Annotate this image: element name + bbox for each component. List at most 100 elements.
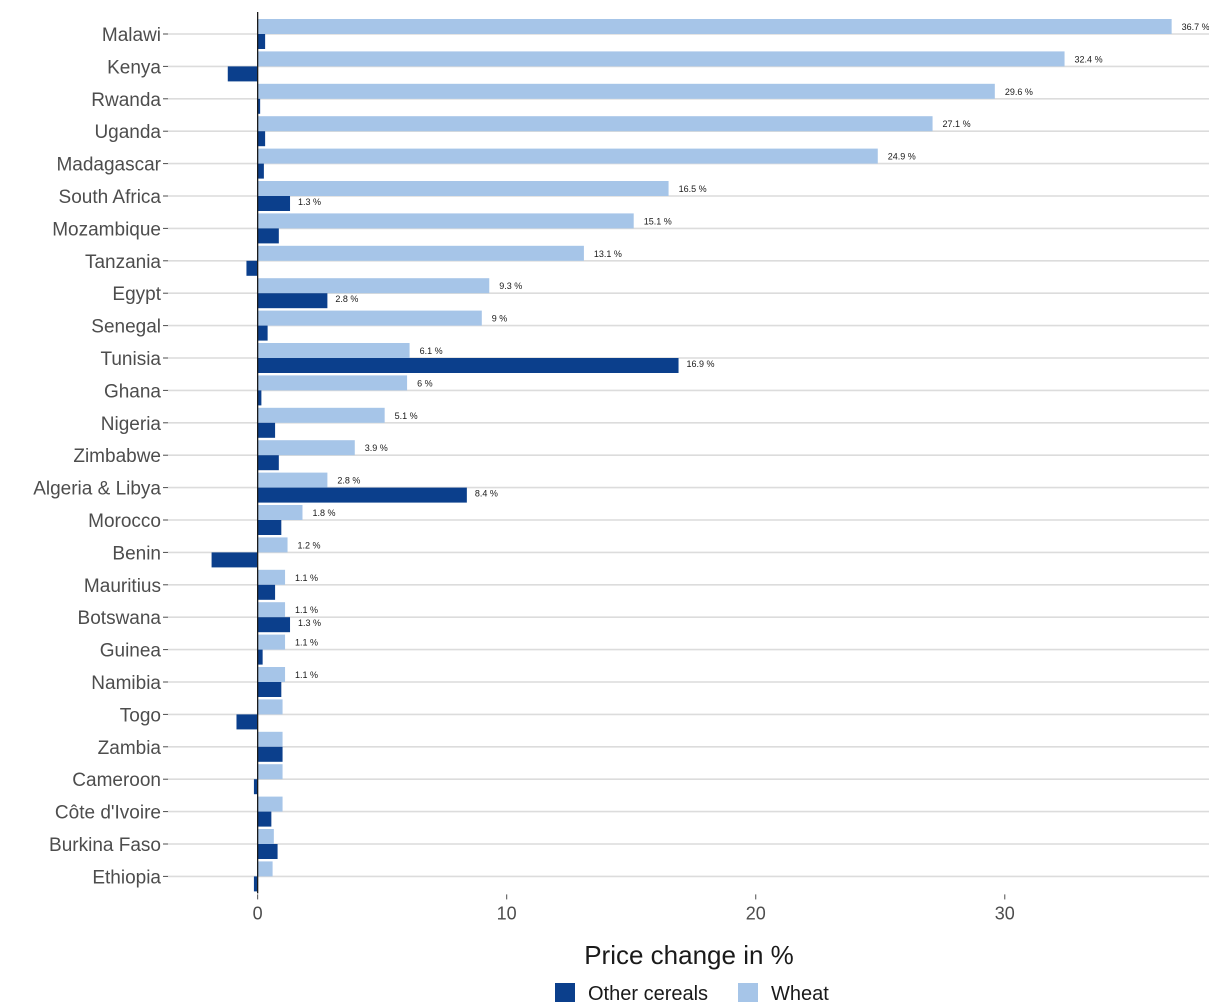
bar-other-cereals-south-africa — [257, 196, 291, 211]
x-axis: 0 10 20 30 — [253, 894, 1015, 923]
category-label-benin: Benin — [112, 543, 161, 564]
bar-other-cereals-tanzania — [246, 260, 258, 276]
bar-wheat-mozambique — [257, 213, 634, 229]
data-label-wheat-tunisia: 6.1 % — [420, 346, 443, 356]
data-label-other-cereals-botswana: 1.3 % — [298, 618, 321, 628]
legend-label-other-cereals: Other cereals — [588, 983, 708, 1002]
bar-other-cereals-mauritius — [257, 584, 276, 600]
data-label-wheat-algeria-libya: 2.8 % — [337, 476, 360, 486]
data-label-wheat-guinea: 1.1 % — [295, 638, 318, 648]
category-label-namibia: Namibia — [91, 673, 161, 694]
bar-wheat-togo — [257, 699, 283, 715]
category-label-botswana: Botswana — [78, 608, 162, 629]
category-label-guinea: Guinea — [100, 641, 162, 662]
legend: Other cereals Wheat — [555, 983, 829, 1002]
data-label-wheat-benin: 1.2 % — [298, 540, 321, 550]
category-label-togo: Togo — [120, 705, 161, 726]
bar-other-cereals-rwanda — [257, 98, 261, 114]
bar-wheat-senegal — [257, 310, 482, 326]
x-tick-label-30: 30 — [995, 903, 1015, 923]
category-label-ghana: Ghana — [104, 381, 161, 402]
bar-wheat-botswana — [257, 602, 286, 618]
bar-wheat-malawi — [257, 19, 1172, 34]
bar-wheat-kenya — [257, 51, 1065, 67]
bar-other-cereals-ghana — [257, 390, 262, 406]
bar-wheat-namibia — [257, 667, 286, 682]
category-label-uganda: Uganda — [94, 122, 161, 143]
bar-wheat-burkina-faso — [257, 829, 274, 844]
data-label-wheat-nigeria: 5.1 % — [395, 411, 418, 421]
bar-wheat-south-africa — [257, 181, 669, 196]
category-label-c-te-d-ivoire: Côte d'Ivoire — [55, 803, 161, 824]
data-label-other-cereals-south-africa: 1.3 % — [298, 197, 321, 207]
data-label-wheat-kenya: 32.4 % — [1075, 54, 1103, 64]
bar-other-cereals-algeria-libya — [257, 487, 467, 503]
data-label-wheat-ghana: 6 % — [417, 378, 433, 388]
bar-other-cereals-nigeria — [257, 422, 276, 438]
category-label-kenya: Kenya — [107, 57, 161, 78]
data-label-wheat-namibia: 1.1 % — [295, 670, 318, 680]
bar-wheat-madagascar — [257, 148, 878, 164]
bar-other-cereals-madagascar — [257, 163, 264, 179]
bar-wheat-tunisia — [257, 343, 410, 358]
category-label-algeria-libya: Algeria & Libya — [33, 479, 161, 500]
bar-other-cereals-guinea — [257, 649, 263, 665]
category-label-nigeria: Nigeria — [101, 414, 162, 435]
data-label-wheat-mozambique: 15.1 % — [644, 216, 672, 226]
bar-other-cereals-togo — [236, 714, 258, 730]
bar-wheat-cameroon — [257, 764, 283, 780]
bar-other-cereals-ethiopia — [253, 876, 258, 892]
data-label-wheat-zimbabwe: 3.9 % — [365, 443, 388, 453]
bar-other-cereals-uganda — [257, 131, 266, 147]
category-label-zambia: Zambia — [98, 738, 162, 759]
bar-other-cereals-cameroon — [253, 779, 258, 795]
category-label-burkina-faso: Burkina Faso — [49, 835, 161, 856]
category-label-rwanda: Rwanda — [91, 90, 161, 111]
category-label-tanzania: Tanzania — [85, 252, 161, 273]
bar-other-cereals-c-te-d-ivoire — [257, 811, 272, 827]
bar-wheat-algeria-libya — [257, 472, 328, 488]
data-label-wheat-senegal: 9 % — [492, 314, 508, 324]
bar-other-cereals-namibia — [257, 682, 282, 697]
bar-other-cereals-senegal — [257, 325, 268, 341]
bar-wheat-nigeria — [257, 407, 385, 423]
x-tick-label-20: 20 — [746, 903, 766, 923]
bar-wheat-rwanda — [257, 83, 995, 99]
bar-other-cereals-burkina-faso — [257, 844, 278, 859]
data-label-other-cereals-tunisia: 16.9 % — [687, 359, 715, 369]
data-label-wheat-egypt: 9.3 % — [499, 281, 522, 291]
category-label-senegal: Senegal — [91, 317, 161, 338]
bar-wheat-ethiopia — [257, 861, 273, 877]
bar-other-cereals-zambia — [257, 746, 283, 762]
bar-wheat-guinea — [257, 634, 286, 650]
bar-wheat-morocco — [257, 505, 303, 520]
bar-wheat-uganda — [257, 116, 933, 132]
bar-other-cereals-morocco — [257, 520, 282, 535]
bar-other-cereals-benin — [211, 552, 258, 568]
data-label-other-cereals-egypt: 2.8 % — [335, 294, 358, 304]
bar-other-cereals-kenya — [227, 66, 258, 82]
bar-wheat-c-te-d-ivoire — [257, 796, 283, 812]
bar-wheat-zimbabwe — [257, 440, 355, 456]
bar-wheat-tanzania — [257, 245, 584, 261]
legend-label-wheat: Wheat — [771, 983, 829, 1002]
x-tick-label-10: 10 — [497, 903, 517, 923]
bar-wheat-ghana — [257, 375, 408, 391]
bar-wheat-zambia — [257, 731, 283, 747]
category-label-zimbabwe: Zimbabwe — [73, 446, 161, 467]
bar-other-cereals-malawi — [257, 34, 266, 49]
category-label-south-africa: South Africa — [59, 187, 162, 208]
data-label-wheat-malawi: 36.7 % — [1182, 22, 1209, 32]
data-label-wheat-mauritius: 1.1 % — [295, 573, 318, 583]
y-axis: Malawi Kenya Rwanda Uganda Madagascar South A… — [33, 25, 168, 888]
category-label-egypt: Egypt — [112, 284, 161, 305]
bar-other-cereals-zimbabwe — [257, 455, 279, 471]
category-label-cameroon: Cameroon — [72, 770, 161, 791]
bar-other-cereals-mozambique — [257, 228, 279, 244]
data-label-wheat-rwanda: 29.6 % — [1005, 87, 1033, 97]
bar-other-cereals-egypt — [257, 293, 328, 309]
data-label-wheat-morocco: 1.8 % — [312, 508, 335, 518]
category-label-madagascar: Madagascar — [56, 155, 161, 176]
category-label-tunisia: Tunisia — [100, 349, 161, 370]
